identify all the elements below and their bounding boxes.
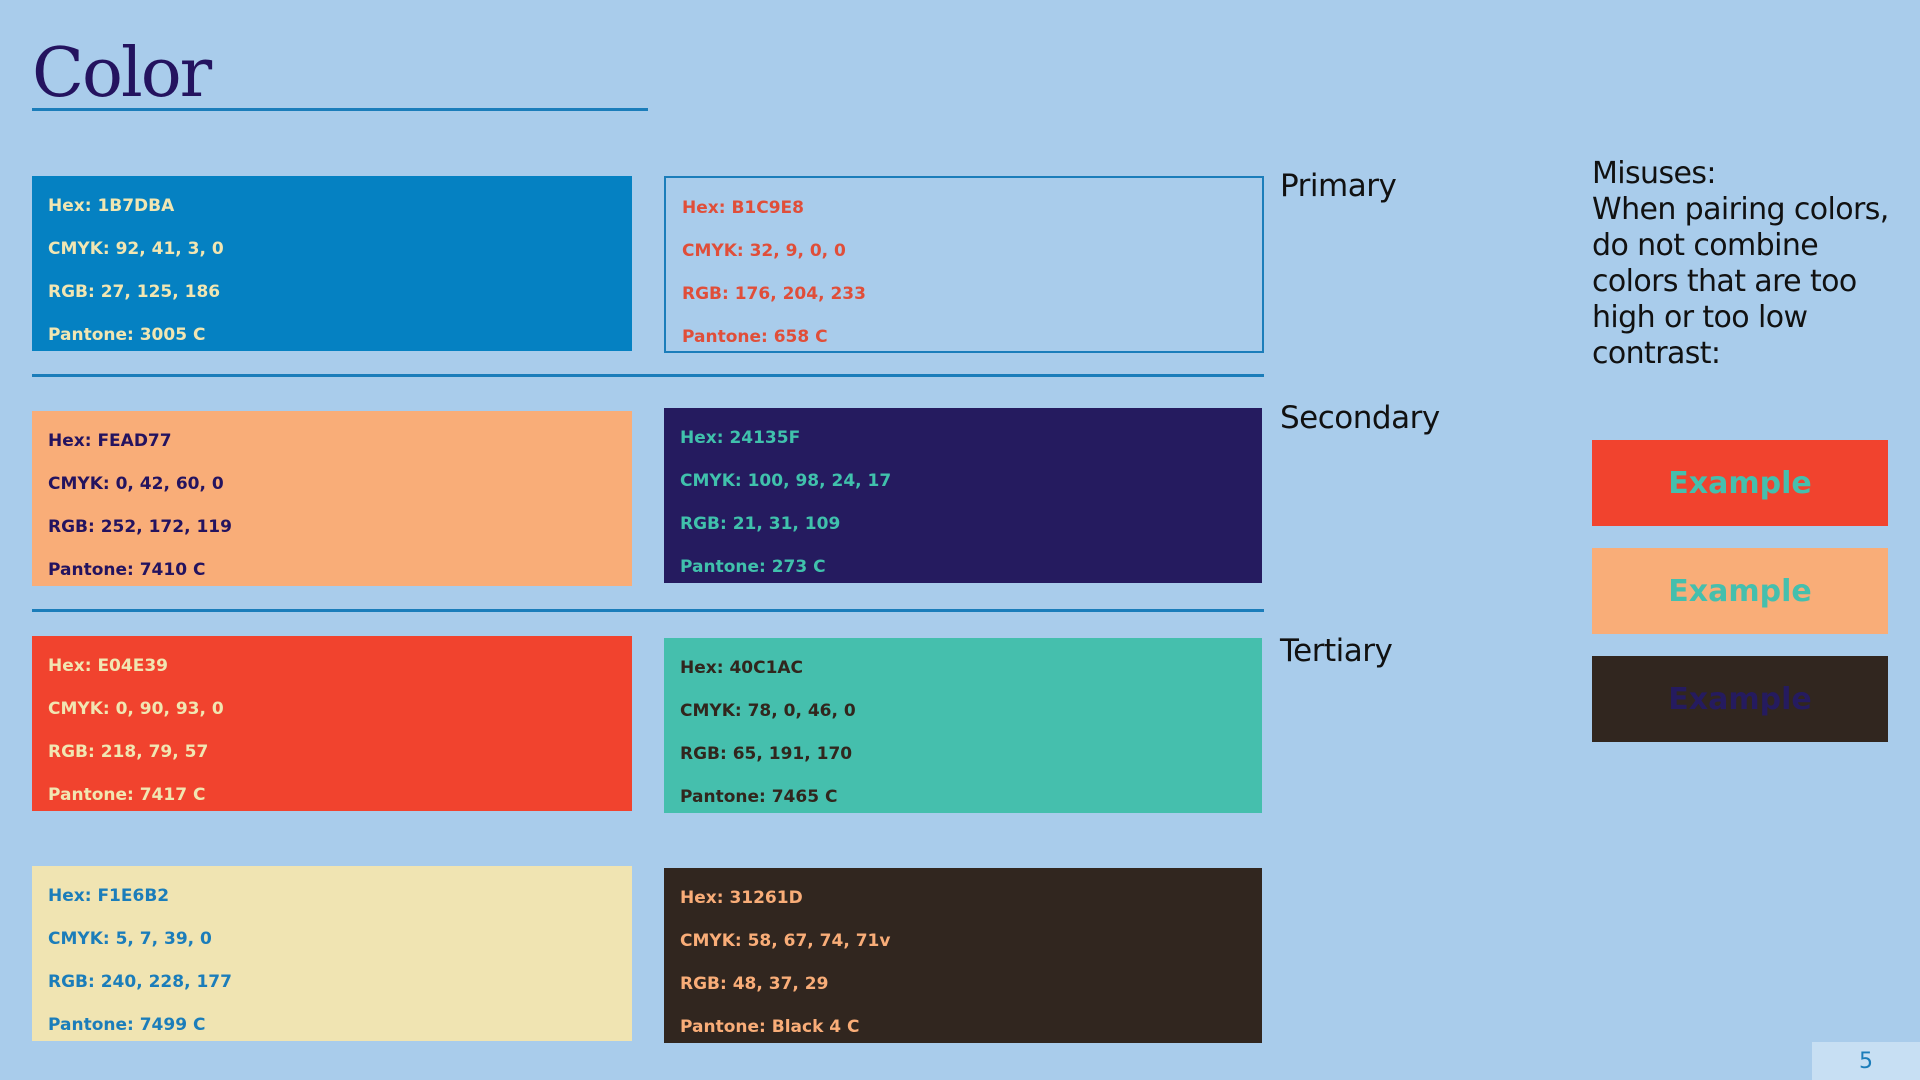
tier-label-secondary: Secondary [1280,400,1440,436]
swatch-rgb: RGB: 65, 191, 170 [680,744,853,764]
swatch-hex: Hex: FEAD77 [48,431,172,451]
page-title: Color [32,34,212,113]
divider [32,609,1264,612]
example-brown-navy: Example [1592,656,1888,742]
tier-label-primary: Primary [1280,168,1397,204]
swatch-cmyk: CMYK: 92, 41, 3, 0 [48,239,224,259]
tier-label-tertiary: Tertiary [1280,633,1393,669]
swatch-cmyk: CMYK: 78, 0, 46, 0 [680,701,856,721]
misuses-heading: Misuses: [1592,156,1716,191]
divider [32,374,1264,377]
swatch-pantone: Pantone: 7410 C [48,560,206,580]
example-red-teal: Example [1592,440,1888,526]
swatch-pantone: Pantone: Black 4 C [680,1017,860,1037]
swatch-rgb: RGB: 176, 204, 233 [682,284,866,304]
swatch-pantone: Pantone: 658 C [682,327,828,347]
swatch-pantone: Pantone: 7417 C [48,785,206,805]
title-underline [32,108,648,111]
example-orange-teal: Example [1592,548,1888,634]
swatch-pantone: Pantone: 3005 C [48,325,206,345]
swatch-b1c9e8: Hex: B1C9E8 CMYK: 32, 9, 0, 0 RGB: 176, … [664,176,1264,353]
swatch-rgb: RGB: 252, 172, 119 [48,517,232,537]
swatch-pantone: Pantone: 7465 C [680,787,838,807]
swatch-cmyk: CMYK: 5, 7, 39, 0 [48,929,212,949]
swatch-hex: Hex: 40C1AC [680,658,804,678]
swatch-rgb: RGB: 240, 228, 177 [48,972,232,992]
misuses-text: Misuses: When pairing colors, do not com… [1592,156,1912,372]
swatch-hex: Hex: 24135F [680,428,801,448]
swatch-cmyk: CMYK: 0, 90, 93, 0 [48,699,224,719]
swatch-hex: Hex: B1C9E8 [682,198,804,218]
swatch-hex: Hex: F1E6B2 [48,886,170,906]
example-label: Example [1668,681,1812,717]
swatch-24135f: Hex: 24135F CMYK: 100, 98, 24, 17 RGB: 2… [664,408,1262,583]
swatch-hex: Hex: 31261D [680,888,803,908]
swatch-f1e6b2: Hex: F1E6B2 CMYK: 5, 7, 39, 0 RGB: 240, … [32,866,632,1041]
swatch-fead77: Hex: FEAD77 CMYK: 0, 42, 60, 0 RGB: 252,… [32,411,632,586]
swatch-cmyk: CMYK: 0, 42, 60, 0 [48,474,224,494]
swatch-31261d: Hex: 31261D CMYK: 58, 67, 74, 71v RGB: 4… [664,868,1262,1043]
swatch-hex: Hex: E04E39 [48,656,168,676]
swatch-cmyk: CMYK: 58, 67, 74, 71v [680,931,891,951]
swatch-cmyk: CMYK: 32, 9, 0, 0 [682,241,846,261]
swatch-40c1ac: Hex: 40C1AC CMYK: 78, 0, 46, 0 RGB: 65, … [664,638,1262,813]
swatch-rgb: RGB: 21, 31, 109 [680,514,841,534]
swatch-cmyk: CMYK: 100, 98, 24, 17 [680,471,892,491]
example-label: Example [1668,465,1812,501]
swatch-hex: Hex: 1B7DBA [48,196,175,216]
swatch-rgb: RGB: 48, 37, 29 [680,974,829,994]
swatch-1b7dba: Hex: 1B7DBA CMYK: 92, 41, 3, 0 RGB: 27, … [32,176,632,351]
example-label: Example [1668,573,1812,609]
misuses-body: When pairing colors, do not combine colo… [1592,192,1889,371]
swatch-rgb: RGB: 218, 79, 57 [48,742,209,762]
swatch-pantone: Pantone: 7499 C [48,1015,206,1035]
swatch-rgb: RGB: 27, 125, 186 [48,282,221,302]
swatch-pantone: Pantone: 273 C [680,557,826,577]
swatch-e04e39: Hex: E04E39 CMYK: 0, 90, 93, 0 RGB: 218,… [32,636,632,811]
page-number: 5 [1812,1042,1920,1080]
